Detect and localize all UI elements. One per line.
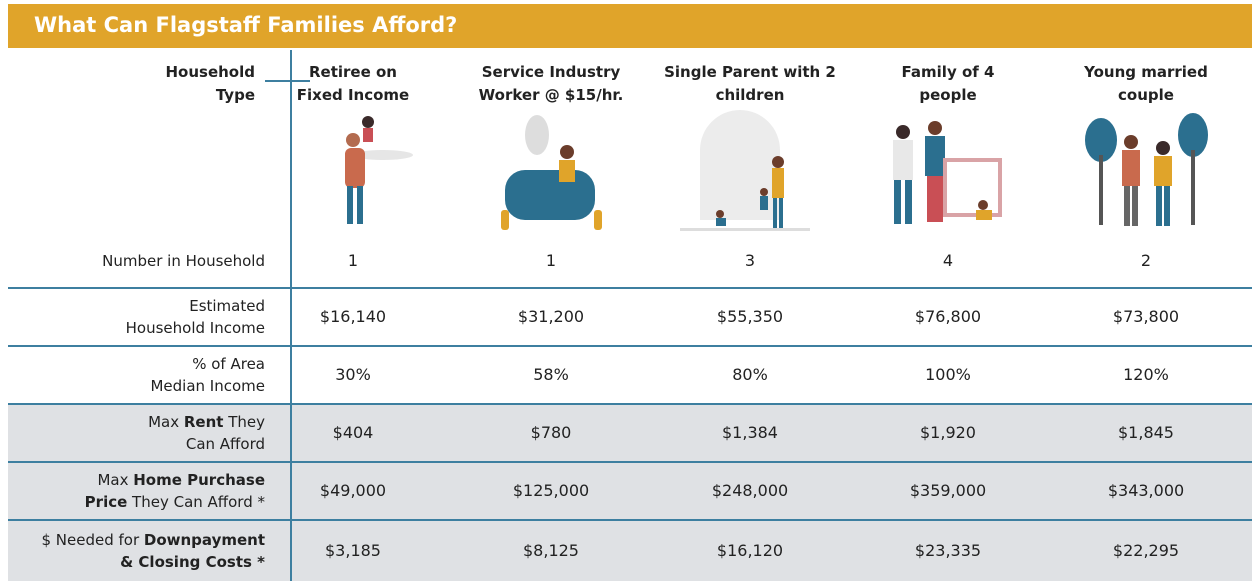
- row-label: Estimated Household Income: [5, 295, 265, 339]
- cell: $73,800: [1112, 307, 1180, 326]
- cell: $248,000: [711, 481, 789, 500]
- row-label-line: & Closing Costs *: [5, 551, 265, 573]
- cell: $23,335: [914, 540, 982, 560]
- label-part: % of Area: [192, 355, 265, 373]
- row-label: Max Rent They Can Afford: [5, 411, 265, 455]
- title: What Can Flagstaff Families Afford?: [34, 13, 458, 37]
- cell: $359,000: [909, 481, 987, 500]
- illustration: [893, 121, 1002, 224]
- label-part: Can Afford: [185, 435, 265, 453]
- label-part: Household Income: [125, 319, 265, 337]
- row-label-line: Price They Can Afford *: [5, 491, 265, 513]
- label-part: Number in Household: [102, 252, 265, 270]
- label-part: & Closing Costs *: [120, 552, 265, 571]
- cell: $31,200: [517, 307, 585, 326]
- row-label-line: Household Income: [5, 317, 265, 339]
- illustration: [1085, 113, 1208, 226]
- cell: 120%: [1123, 365, 1169, 384]
- cell: $16,140: [319, 307, 387, 326]
- column-header: Family of 4 people: [853, 61, 1043, 107]
- cell: 80%: [732, 365, 768, 384]
- header-label-line: Household: [165, 63, 255, 81]
- column-header-line: couple: [1118, 86, 1174, 104]
- cell: $404: [332, 423, 374, 442]
- row-label-line: Max Home Purchase: [5, 469, 265, 491]
- row-label: Max Home Purchase Price They Can Afford *: [5, 469, 265, 513]
- column-header: Young married couple: [1051, 61, 1241, 107]
- row-label-line: $ Needed for Downpayment: [5, 529, 265, 551]
- cell: 58%: [533, 365, 569, 384]
- label-part: Max: [148, 413, 184, 431]
- cell: 2: [1140, 251, 1152, 270]
- cell: 3: [744, 251, 756, 270]
- row-divider: [8, 519, 1252, 521]
- row-label: Number in Household: [5, 250, 265, 272]
- label-part: They Can Afford *: [127, 493, 265, 511]
- cell: $1,920: [920, 423, 976, 442]
- cell: $1,845: [1118, 423, 1174, 442]
- row-label: % of Area Median Income: [5, 353, 265, 397]
- cell: 100%: [925, 365, 971, 384]
- cell: $8,125: [523, 540, 579, 560]
- column-header-line: people: [919, 86, 977, 104]
- row-divider: [8, 461, 1252, 463]
- cell: $55,350: [716, 307, 784, 326]
- illustration: [680, 110, 810, 231]
- column-header-line: Family of 4: [901, 63, 995, 81]
- label-part: $ Needed for: [41, 530, 144, 549]
- row-label-line: Can Afford: [5, 433, 265, 455]
- cell: $16,120: [716, 540, 784, 560]
- row-label-line: % of Area: [5, 353, 265, 375]
- row-shade: [8, 462, 1252, 520]
- column-header-line: Single Parent with 2: [664, 63, 836, 81]
- cell: $3,185: [325, 540, 381, 560]
- header-label-line: Type: [215, 86, 255, 104]
- cell: $780: [530, 423, 572, 442]
- column-header-line: Service Industry: [481, 63, 621, 81]
- column-header: Single Parent with 2 children: [655, 61, 845, 107]
- cell: $1,384: [722, 423, 778, 442]
- cell: $343,000: [1107, 481, 1185, 500]
- label-part: Rent: [183, 413, 224, 431]
- cell: $76,800: [914, 307, 982, 326]
- label-part: Estimated: [189, 297, 265, 315]
- row-shade: [8, 404, 1252, 462]
- label-part: Price: [84, 493, 128, 511]
- row-divider: [8, 345, 1252, 347]
- row-label: $ Needed for Downpayment & Closing Costs …: [5, 529, 265, 573]
- column-header-line: Worker @ $15/hr.: [478, 86, 624, 104]
- row-label-line: Number in Household: [5, 250, 265, 272]
- label-part: Max: [97, 471, 134, 489]
- row-divider: [8, 287, 1252, 289]
- cell: 1: [347, 251, 359, 270]
- column-header: Service Industry Worker @ $15/hr.: [456, 61, 646, 107]
- cell: 30%: [335, 365, 371, 384]
- row-divider: [8, 403, 1252, 405]
- header-label: Household Type: [5, 61, 255, 107]
- cell: $125,000: [512, 481, 590, 500]
- column-header: Retiree on Fixed Income: [258, 61, 448, 107]
- column-header-line: Retiree on: [309, 63, 397, 81]
- row-shade: [8, 520, 1252, 581]
- illustration: [345, 116, 413, 224]
- label-part: Home Purchase: [133, 471, 265, 489]
- label-part: They: [223, 413, 265, 431]
- row-label-line: Max Rent They: [5, 411, 265, 433]
- header-tick: [265, 80, 310, 82]
- column-header-line: Young married: [1084, 63, 1208, 81]
- label-part: Downpayment: [143, 530, 265, 549]
- row-label-line: Median Income: [5, 375, 265, 397]
- cell: 1: [545, 251, 557, 270]
- title-bar: What Can Flagstaff Families Afford?: [8, 4, 1252, 48]
- cell: 4: [942, 251, 954, 270]
- label-part: Median Income: [150, 377, 265, 395]
- row-label-line: Estimated: [5, 295, 265, 317]
- illustration: [501, 115, 602, 230]
- column-header-line: Fixed Income: [296, 86, 410, 104]
- column-header-line: children: [715, 86, 785, 104]
- cell: $22,295: [1112, 540, 1180, 560]
- column-divider: [290, 50, 292, 581]
- cell: $49,000: [319, 481, 387, 500]
